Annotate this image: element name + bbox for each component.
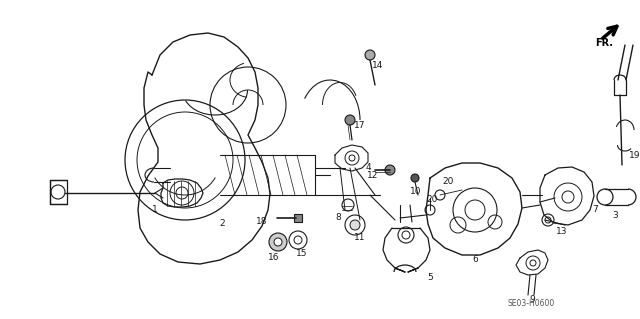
Text: 18: 18 — [256, 218, 268, 226]
Circle shape — [345, 115, 355, 125]
Text: 16: 16 — [268, 254, 280, 263]
Text: 8: 8 — [335, 213, 341, 222]
Text: 4: 4 — [365, 164, 371, 173]
FancyArrowPatch shape — [603, 26, 617, 38]
Text: 11: 11 — [355, 234, 365, 242]
Text: 15: 15 — [296, 249, 308, 257]
Circle shape — [274, 238, 282, 246]
Bar — [50, 180, 67, 204]
Text: 13: 13 — [556, 227, 568, 236]
Text: 20: 20 — [426, 196, 438, 204]
Circle shape — [385, 165, 395, 175]
Text: 3: 3 — [612, 211, 618, 219]
Circle shape — [365, 50, 375, 60]
Text: SE03-H0600: SE03-H0600 — [507, 299, 554, 308]
Text: 5: 5 — [427, 273, 433, 283]
Circle shape — [350, 220, 360, 230]
Text: 12: 12 — [367, 170, 379, 180]
Text: 1: 1 — [152, 205, 158, 214]
Bar — [294, 214, 302, 222]
Text: 2: 2 — [219, 219, 225, 227]
Text: 14: 14 — [372, 61, 384, 70]
Text: 17: 17 — [355, 122, 365, 130]
Circle shape — [411, 174, 419, 182]
Text: 10: 10 — [410, 188, 422, 197]
Text: 7: 7 — [592, 205, 598, 214]
Text: 9: 9 — [529, 295, 535, 305]
Circle shape — [269, 233, 287, 251]
Text: 6: 6 — [472, 256, 478, 264]
Text: FR.: FR. — [595, 38, 613, 48]
Text: 20: 20 — [442, 177, 454, 187]
Text: 19: 19 — [629, 151, 640, 160]
